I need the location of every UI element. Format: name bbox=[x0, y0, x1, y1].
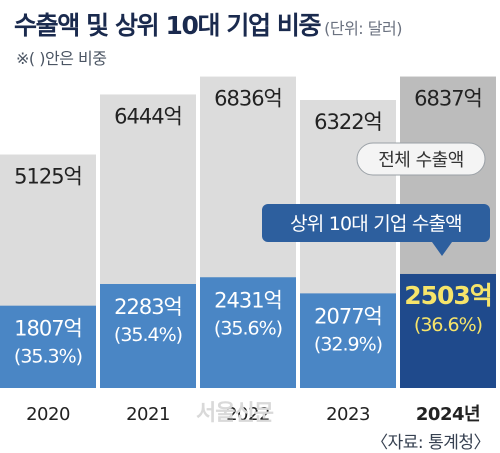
share-label: (32.9%) bbox=[314, 333, 382, 355]
top10-value-label: 1807억 bbox=[14, 317, 82, 341]
total-legend-label: 전체 수출액 bbox=[378, 150, 464, 171]
total-value-label: 6836억 bbox=[214, 87, 282, 111]
share-label: (35.3%) bbox=[14, 346, 82, 368]
share-label: (36.6%) bbox=[414, 314, 482, 336]
top10-value-label: 2503억 bbox=[404, 281, 492, 310]
chart-title: 수출액 및 상위 10대 기업 비중 bbox=[14, 11, 322, 40]
top10-callout-label: 상위 10대 기업 수출액 bbox=[290, 213, 462, 235]
top10-bar bbox=[100, 283, 196, 388]
top10-bar bbox=[200, 277, 296, 388]
top10-value-label: 2077억 bbox=[314, 304, 382, 328]
top10-bar bbox=[400, 273, 496, 388]
x-tick-label: 2021 bbox=[126, 404, 170, 425]
top10-bar bbox=[300, 293, 396, 388]
x-tick-label: 2023 bbox=[326, 404, 370, 425]
top10-value-label: 2431억 bbox=[214, 288, 282, 312]
total-value-label: 6322억 bbox=[314, 110, 382, 134]
share-label: (35.4%) bbox=[114, 324, 182, 346]
unit-label: (단위: 달러) bbox=[324, 19, 402, 38]
top10-value-label: 2283억 bbox=[114, 295, 182, 319]
total-value-label: 6444억 bbox=[114, 104, 182, 128]
x-tick-label: 2020 bbox=[26, 404, 70, 425]
x-tick-label: 2024년 bbox=[416, 404, 480, 425]
chart-header: 수출액 및 상위 10대 기업 비중 (단위: 달러) bbox=[14, 6, 402, 42]
top10-callout-pointer bbox=[432, 242, 452, 256]
total-value-label: 5125억 bbox=[14, 165, 82, 189]
top10-bar bbox=[0, 305, 96, 388]
watermark: 서울신문 bbox=[196, 401, 274, 426]
x-tick-label: 2022 bbox=[226, 404, 270, 425]
share-label: (35.6%) bbox=[214, 317, 282, 339]
total-legend-pill bbox=[356, 142, 486, 176]
source-note: 〈자료: 통계청〉 bbox=[371, 433, 490, 453]
top10-callout-box bbox=[262, 204, 490, 242]
total-value-label: 6837억 bbox=[414, 87, 482, 111]
share-note: ※( )안은 비중 bbox=[16, 49, 107, 68]
